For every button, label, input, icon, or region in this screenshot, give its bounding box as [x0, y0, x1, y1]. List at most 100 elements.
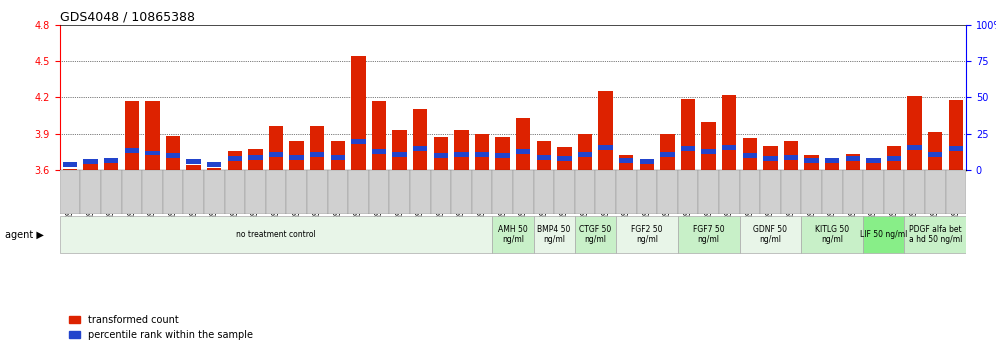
Bar: [142, 170, 162, 171]
FancyBboxPatch shape: [451, 170, 472, 214]
Bar: [760, 170, 781, 171]
Bar: [331, 141, 345, 170]
FancyBboxPatch shape: [822, 170, 843, 214]
FancyBboxPatch shape: [843, 170, 864, 214]
Text: KITLG 50
ng/ml: KITLG 50 ng/ml: [815, 225, 850, 244]
FancyBboxPatch shape: [864, 216, 904, 253]
Bar: [701, 121, 716, 170]
Bar: [245, 170, 266, 171]
Bar: [928, 132, 942, 170]
FancyBboxPatch shape: [616, 170, 636, 214]
Bar: [495, 154, 510, 158]
Bar: [122, 170, 142, 171]
Bar: [269, 152, 283, 157]
Text: GDS4048 / 10865388: GDS4048 / 10865388: [60, 11, 195, 24]
Bar: [166, 154, 180, 158]
Bar: [475, 152, 489, 157]
FancyBboxPatch shape: [864, 170, 883, 214]
Bar: [84, 162, 98, 170]
FancyBboxPatch shape: [307, 170, 328, 214]
Bar: [722, 95, 736, 170]
FancyBboxPatch shape: [287, 170, 307, 214]
Text: agent ▶: agent ▶: [5, 230, 44, 240]
Bar: [534, 170, 554, 171]
Bar: [183, 170, 204, 171]
Bar: [81, 170, 101, 171]
Bar: [701, 149, 716, 154]
FancyBboxPatch shape: [904, 170, 925, 214]
FancyBboxPatch shape: [719, 170, 739, 214]
FancyBboxPatch shape: [224, 170, 245, 214]
Bar: [101, 170, 122, 171]
Bar: [846, 154, 860, 170]
FancyBboxPatch shape: [781, 170, 802, 214]
Bar: [495, 137, 510, 170]
FancyBboxPatch shape: [328, 170, 349, 214]
Bar: [557, 147, 572, 170]
Bar: [907, 96, 922, 170]
Bar: [904, 170, 925, 171]
Bar: [413, 109, 427, 170]
Bar: [639, 164, 654, 170]
Bar: [805, 155, 819, 170]
Bar: [743, 154, 757, 158]
FancyBboxPatch shape: [430, 170, 451, 214]
FancyBboxPatch shape: [369, 170, 389, 214]
Bar: [948, 146, 963, 151]
Bar: [392, 130, 406, 170]
Bar: [349, 170, 369, 171]
FancyBboxPatch shape: [513, 170, 534, 214]
Bar: [948, 100, 963, 170]
Bar: [207, 162, 221, 167]
Bar: [84, 159, 98, 164]
Bar: [864, 170, 883, 171]
Bar: [413, 146, 427, 151]
FancyBboxPatch shape: [596, 170, 616, 214]
Bar: [310, 126, 325, 170]
FancyBboxPatch shape: [162, 170, 183, 214]
Bar: [207, 167, 221, 170]
Bar: [681, 98, 695, 170]
Bar: [372, 149, 386, 154]
Text: CTGF 50
ng/ml: CTGF 50 ng/ml: [580, 225, 612, 244]
Text: BMP4 50
ng/ml: BMP4 50 ng/ml: [538, 225, 571, 244]
FancyBboxPatch shape: [142, 170, 162, 214]
Bar: [907, 145, 922, 150]
Bar: [639, 159, 654, 164]
Bar: [186, 165, 201, 170]
Bar: [145, 150, 159, 155]
Bar: [516, 149, 531, 154]
Bar: [290, 155, 304, 160]
FancyBboxPatch shape: [389, 170, 410, 214]
Bar: [248, 155, 263, 160]
FancyBboxPatch shape: [60, 216, 492, 253]
Bar: [537, 141, 551, 170]
Bar: [784, 155, 798, 160]
FancyBboxPatch shape: [616, 216, 677, 253]
Bar: [739, 170, 760, 171]
FancyBboxPatch shape: [760, 170, 781, 214]
Bar: [430, 170, 451, 171]
Bar: [63, 162, 78, 167]
Bar: [492, 170, 513, 171]
Bar: [657, 170, 677, 171]
Bar: [352, 139, 366, 144]
Bar: [883, 170, 904, 171]
FancyBboxPatch shape: [904, 216, 966, 253]
Bar: [186, 159, 201, 164]
Bar: [825, 160, 840, 170]
Bar: [886, 156, 901, 161]
Bar: [784, 141, 798, 170]
Text: AMH 50
ng/ml: AMH 50 ng/ml: [498, 225, 528, 244]
Bar: [204, 170, 224, 171]
Bar: [557, 156, 572, 161]
Bar: [805, 158, 819, 162]
Legend: transformed count, percentile rank within the sample: transformed count, percentile rank withi…: [65, 311, 257, 344]
Text: PDGF alfa bet
a hd 50 ng/ml: PDGF alfa bet a hd 50 ng/ml: [908, 225, 962, 244]
FancyBboxPatch shape: [492, 216, 534, 253]
Bar: [331, 155, 345, 160]
Bar: [392, 152, 406, 157]
FancyBboxPatch shape: [802, 216, 864, 253]
Bar: [722, 145, 736, 150]
Bar: [104, 158, 119, 162]
